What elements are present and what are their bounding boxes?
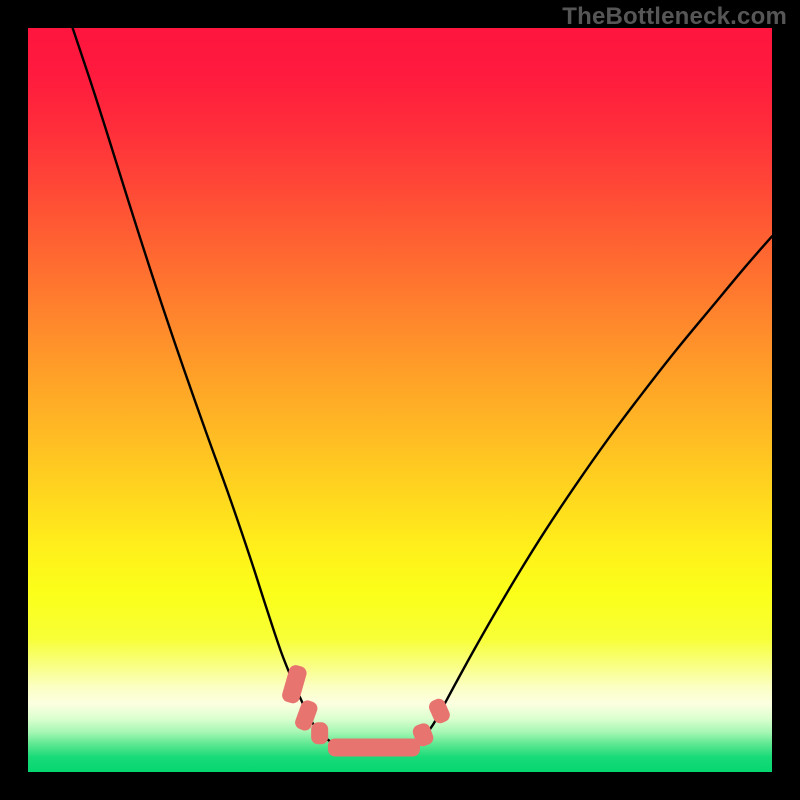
plot-svg: [28, 28, 772, 772]
watermark-text: TheBottleneck.com: [562, 3, 787, 31]
bottleneck-marker-3: [328, 738, 420, 756]
plot-area: [28, 28, 772, 772]
gradient-background: [28, 28, 772, 772]
bottleneck-marker-2: [311, 722, 328, 744]
